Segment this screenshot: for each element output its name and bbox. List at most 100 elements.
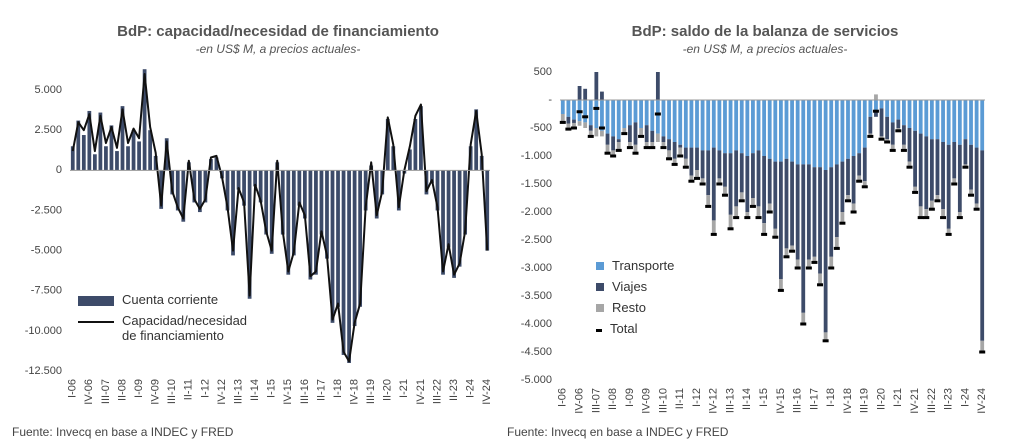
- bar-segment: [957, 144, 962, 212]
- bar-segment: [711, 147, 716, 221]
- bar-segment: [678, 144, 683, 148]
- bar: [407, 149, 412, 171]
- bar-segment: [980, 340, 985, 352]
- y-tick-label: -10.000: [25, 325, 62, 337]
- bar-segment: [706, 195, 711, 207]
- legend-swatch: [596, 304, 604, 312]
- bar-segment: [734, 100, 739, 151]
- bar: [269, 170, 274, 254]
- x-tick-label: I-06: [557, 388, 569, 407]
- bar-segment: [773, 161, 778, 229]
- bar-segment: [600, 100, 604, 131]
- bar-segment: [711, 220, 716, 235]
- bar-segment: [767, 158, 772, 204]
- x-tick-label: I-09: [624, 388, 636, 407]
- bar-segment: [784, 100, 789, 159]
- bar-segment: [941, 142, 945, 210]
- total-marker: [766, 210, 773, 214]
- x-tick-label: I-24: [959, 388, 971, 407]
- bar: [308, 170, 313, 280]
- total-marker: [872, 109, 879, 113]
- bar-segment: [650, 130, 655, 142]
- bar-segment: [600, 130, 604, 137]
- bar-segment: [577, 86, 582, 100]
- x-tick-label: IV-12: [216, 379, 228, 405]
- bar-segment: [650, 100, 655, 131]
- bar-segment: [628, 125, 632, 142]
- total-marker: [850, 210, 857, 214]
- bar-segment: [678, 100, 683, 145]
- bar: [81, 135, 86, 171]
- total-marker: [828, 266, 835, 270]
- bar-segment: [846, 195, 850, 201]
- legend-label: Transporte: [612, 258, 675, 273]
- total-marker: [733, 216, 740, 220]
- bar: [280, 170, 285, 235]
- total-marker: [688, 179, 695, 183]
- bar-segment: [806, 259, 811, 268]
- bar-segment: [846, 100, 850, 159]
- x-tick-label: II-23: [943, 388, 955, 410]
- x-tick-label: IV-09: [150, 379, 162, 405]
- total-marker: [677, 154, 684, 158]
- bar-segment: [857, 153, 862, 176]
- x-tick-label: III-22: [926, 388, 938, 413]
- bar-segment: [667, 150, 671, 159]
- bar: [391, 146, 396, 171]
- total-marker: [660, 146, 667, 150]
- bar-segment: [890, 122, 895, 145]
- bar-segment: [672, 158, 677, 165]
- bar-segment: [862, 147, 867, 182]
- x-tick-label: II-14: [741, 388, 753, 410]
- bar-segment: [963, 100, 968, 140]
- bar-segment: [778, 100, 783, 162]
- bar-segment: [818, 100, 822, 168]
- source-note: Fuente: Invecq en base a INDEC y FRED: [507, 425, 729, 439]
- bar-segment: [773, 100, 778, 162]
- bar: [253, 170, 258, 187]
- bar-segment: [672, 142, 677, 159]
- total-marker: [705, 204, 712, 208]
- bar-segment: [622, 100, 627, 128]
- total-marker: [649, 146, 656, 150]
- total-marker: [632, 151, 639, 155]
- bar-segment: [762, 156, 767, 224]
- x-tick-label: I-24: [465, 379, 477, 398]
- total-marker: [749, 204, 756, 208]
- bar: [374, 170, 379, 219]
- bar-segment: [974, 100, 979, 148]
- x-tick-label: II-14: [249, 379, 261, 401]
- bar-segment: [588, 125, 593, 131]
- bar-segment: [723, 100, 727, 154]
- bar-segment: [600, 91, 604, 100]
- total-marker: [576, 110, 583, 114]
- bar: [330, 170, 335, 323]
- bar: [286, 170, 291, 275]
- bar-segment: [879, 108, 884, 137]
- legend-item: Cuenta corriente: [78, 292, 248, 307]
- bar-segment: [957, 212, 962, 218]
- y-tick-label: -1.500: [521, 178, 552, 190]
- bar: [452, 170, 456, 278]
- bar-segment: [661, 142, 666, 148]
- bar-segment: [818, 167, 822, 274]
- bar: [336, 170, 340, 307]
- bar: [192, 170, 197, 203]
- bar-segment: [756, 206, 761, 218]
- bar-segment: [924, 136, 929, 210]
- bar-segment: [728, 153, 733, 215]
- x-tick-label: III-13: [232, 379, 244, 404]
- total-marker: [738, 199, 745, 203]
- bar-segment: [784, 158, 789, 249]
- bar-segment: [896, 100, 901, 120]
- total-marker: [861, 185, 868, 189]
- x-tick-label: IV-15: [775, 388, 787, 414]
- bar-segment: [890, 100, 895, 123]
- bar-segment: [874, 100, 878, 112]
- bar-segment: [650, 142, 655, 148]
- bar-segment: [689, 100, 694, 148]
- bar-segment: [829, 167, 834, 257]
- bar: [247, 170, 252, 299]
- x-tick-label: IV-18: [842, 388, 854, 414]
- chart-title: BdP: saldo de la balanza de servicios: [632, 23, 899, 40]
